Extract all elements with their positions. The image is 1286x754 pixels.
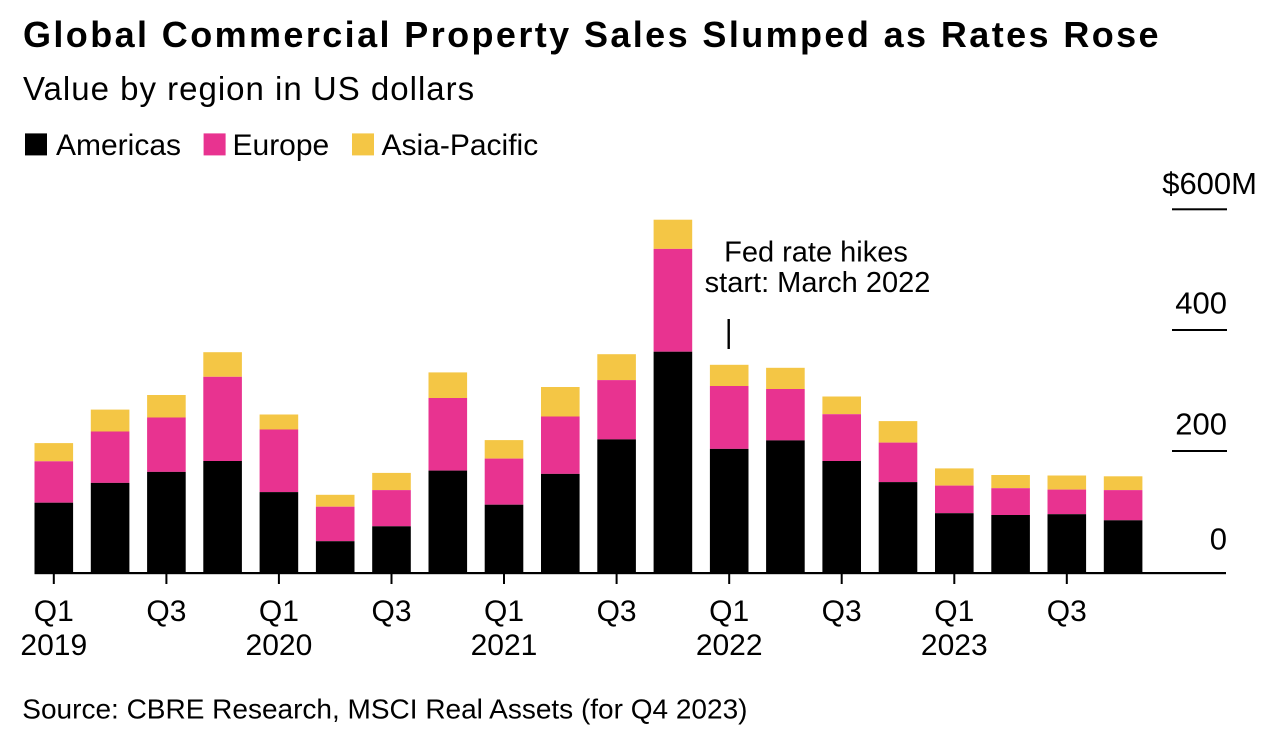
svg-text:Q1: Q1 (484, 595, 524, 628)
svg-text:Europe: Europe (233, 129, 330, 162)
svg-text:2020: 2020 (246, 629, 313, 662)
svg-text:400: 400 (1175, 286, 1227, 321)
svg-text:200: 200 (1175, 407, 1227, 442)
svg-text:Q3: Q3 (822, 595, 862, 628)
svg-text:Q3: Q3 (597, 595, 637, 628)
svg-text:Value by region in US dollars: Value by region in US dollars (23, 70, 475, 107)
svg-text:Americas: Americas (56, 129, 181, 162)
svg-text:Global Commercial Property Sal: Global Commercial Property Sales Slumped… (23, 14, 1161, 55)
svg-text:Q1: Q1 (709, 595, 749, 628)
svg-text:2021: 2021 (471, 629, 538, 662)
svg-text:Q1: Q1 (259, 595, 299, 628)
svg-text:start: March 2022: start: March 2022 (705, 267, 931, 299)
svg-text:Q3: Q3 (1047, 595, 1087, 628)
svg-text:Asia-Pacific: Asia-Pacific (382, 129, 539, 162)
svg-text:2023: 2023 (921, 629, 988, 662)
svg-text:Q1: Q1 (34, 595, 74, 628)
svg-text:0: 0 (1210, 522, 1227, 557)
svg-text:$600M: $600M (1162, 166, 1257, 201)
svg-text:Q1: Q1 (934, 595, 974, 628)
svg-text:2019: 2019 (20, 629, 87, 662)
svg-text:2022: 2022 (696, 629, 763, 662)
svg-text:Q3: Q3 (146, 595, 186, 628)
svg-text:Source: CBRE Research, MSCI Re: Source: CBRE Research, MSCI Real Assets … (22, 694, 747, 725)
svg-text:Fed rate hikes: Fed rate hikes (724, 237, 908, 269)
svg-text:Q3: Q3 (371, 595, 411, 628)
